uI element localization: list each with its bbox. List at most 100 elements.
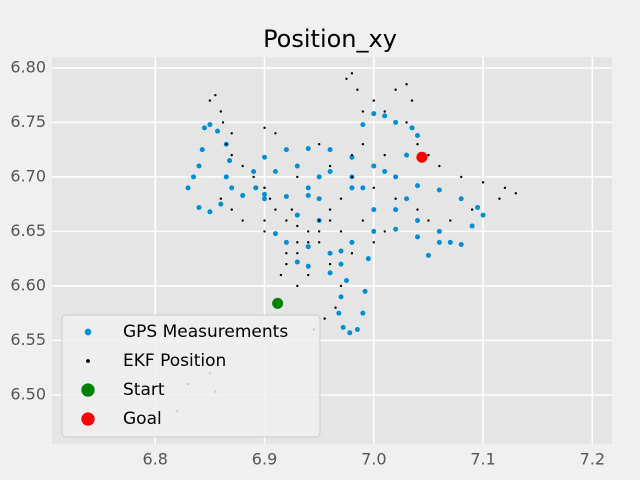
point [360, 122, 366, 128]
point [279, 273, 283, 277]
point [360, 310, 366, 316]
point [371, 163, 377, 169]
point [361, 110, 365, 113]
point [416, 208, 419, 211]
point [274, 132, 277, 135]
point [349, 154, 355, 160]
legend-box [61, 314, 321, 438]
point [317, 241, 321, 244]
point [339, 230, 343, 233]
point [339, 197, 343, 200]
point [415, 183, 421, 189]
point [436, 187, 442, 193]
point [296, 175, 299, 179]
point [196, 163, 202, 169]
point [285, 262, 288, 266]
point [191, 174, 197, 180]
point [328, 262, 332, 266]
point [285, 219, 288, 222]
point [285, 252, 288, 255]
point [470, 208, 474, 211]
point [199, 147, 205, 153]
point [327, 270, 333, 276]
point [409, 125, 415, 131]
point [416, 143, 419, 146]
point [307, 241, 310, 244]
point [241, 164, 244, 168]
point [427, 153, 430, 157]
x-tick-label: 7.0 [361, 450, 386, 469]
point [449, 219, 452, 222]
point [458, 196, 464, 202]
y-tick-label: 6.50 [10, 384, 46, 403]
point [340, 324, 346, 330]
point [185, 185, 191, 191]
point [240, 192, 246, 198]
point [328, 219, 332, 222]
legend-marker [81, 383, 95, 397]
point [328, 164, 332, 168]
point [404, 196, 410, 202]
point [436, 239, 442, 245]
point [338, 261, 344, 267]
point [371, 207, 377, 213]
point [327, 147, 333, 153]
point [361, 143, 365, 146]
point [253, 185, 259, 191]
point [323, 317, 326, 320]
point [262, 196, 268, 202]
point [208, 99, 212, 102]
point [272, 231, 278, 237]
point [294, 163, 300, 169]
point [296, 252, 299, 255]
point [268, 197, 272, 200]
point [393, 226, 399, 232]
y-tick-label: 6.80 [10, 57, 46, 76]
legend-label: GPS Measurements [123, 322, 288, 342]
point [283, 194, 289, 200]
point [350, 175, 354, 179]
x-tick-label: 7.2 [580, 450, 605, 469]
point [382, 113, 388, 119]
point [498, 197, 501, 200]
point [201, 125, 207, 131]
point [436, 228, 442, 234]
point [371, 228, 377, 234]
point [503, 186, 507, 190]
point [393, 119, 399, 125]
point [339, 284, 343, 288]
point [336, 310, 342, 316]
point [393, 207, 399, 213]
point [349, 185, 355, 191]
point [305, 185, 311, 191]
point [382, 168, 388, 174]
point [214, 93, 217, 97]
point [415, 218, 421, 224]
point [207, 122, 213, 128]
point [296, 241, 299, 244]
point [415, 234, 421, 240]
point [383, 110, 386, 113]
point [372, 99, 375, 102]
point [294, 212, 300, 218]
point [219, 110, 223, 113]
point [394, 197, 397, 200]
point [230, 208, 233, 211]
point [349, 239, 355, 245]
point [394, 88, 397, 91]
point [338, 294, 344, 300]
point [338, 248, 344, 254]
y-tick-label: 6.70 [10, 166, 46, 185]
point [362, 288, 368, 294]
point [427, 219, 430, 222]
y-tick-label: 6.55 [10, 330, 46, 349]
point [447, 239, 453, 245]
point [196, 204, 202, 210]
point [305, 192, 311, 198]
point [481, 181, 485, 184]
point [371, 111, 377, 117]
point [317, 143, 321, 146]
point [274, 208, 277, 211]
point [307, 273, 310, 277]
